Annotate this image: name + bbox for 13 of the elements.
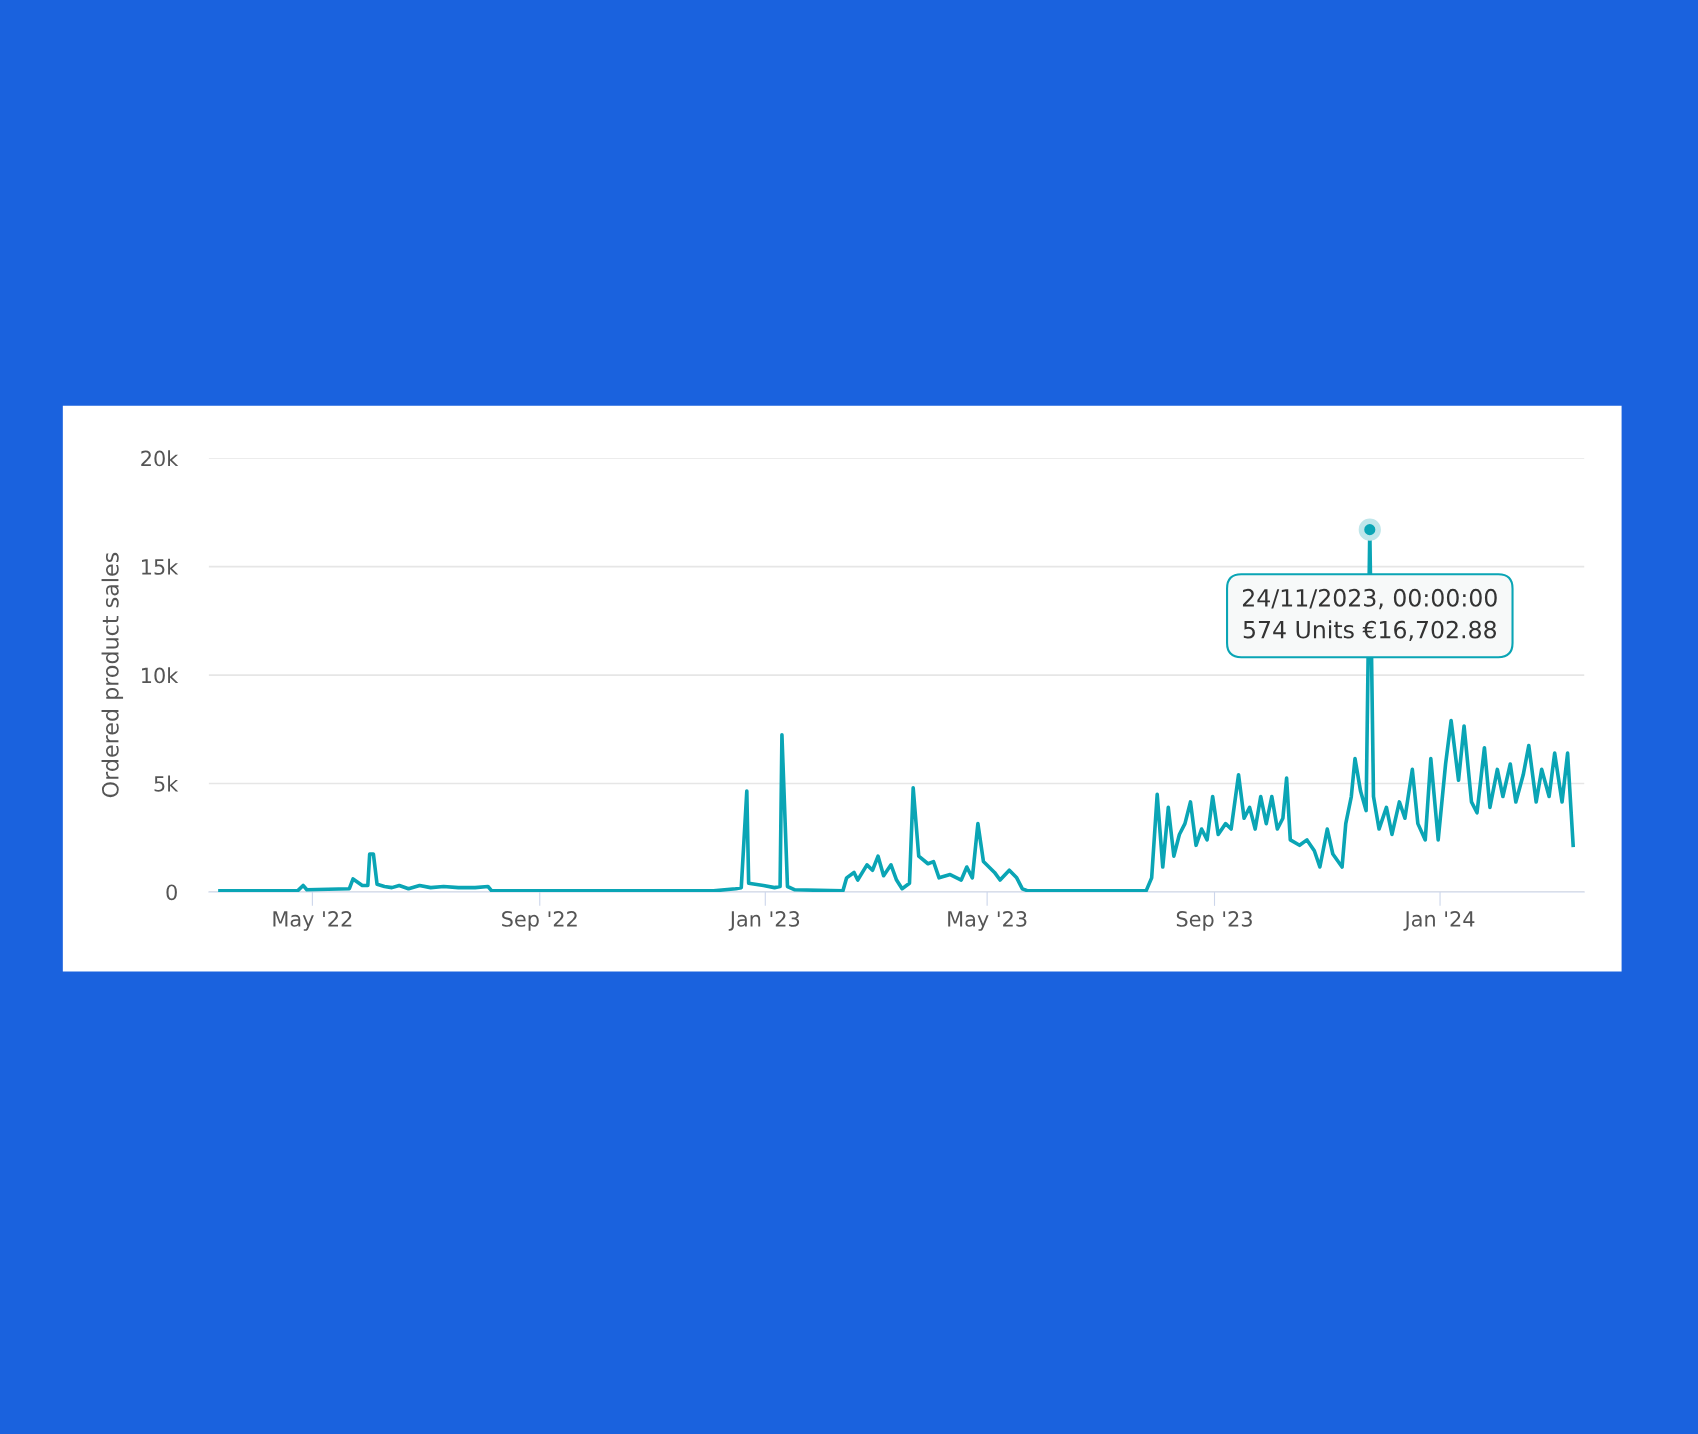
x-tick-label: Jan '24 <box>1403 911 1475 931</box>
x-tick-label: May '23 <box>948 911 1027 931</box>
y-tick-label: 10k <box>142 667 179 684</box>
y-tick-label: 15k <box>142 558 179 575</box>
x-tick-label: Sep '23 <box>1176 911 1252 931</box>
x-tick-label: May '22 <box>273 911 352 931</box>
y-tick-label: 5k <box>154 775 179 792</box>
x-tick-label: Jan '23 <box>728 911 800 931</box>
y-tick-label: 0 <box>166 884 177 901</box>
x-tick-label: Sep '22 <box>502 911 577 931</box>
annotation: 24/11/2023, 00:00:00 574 Units €16,702.88 <box>1242 588 1497 641</box>
y-tick-label: 20k <box>141 450 179 467</box>
y-axis-title: Ordered product sales <box>101 552 124 798</box>
